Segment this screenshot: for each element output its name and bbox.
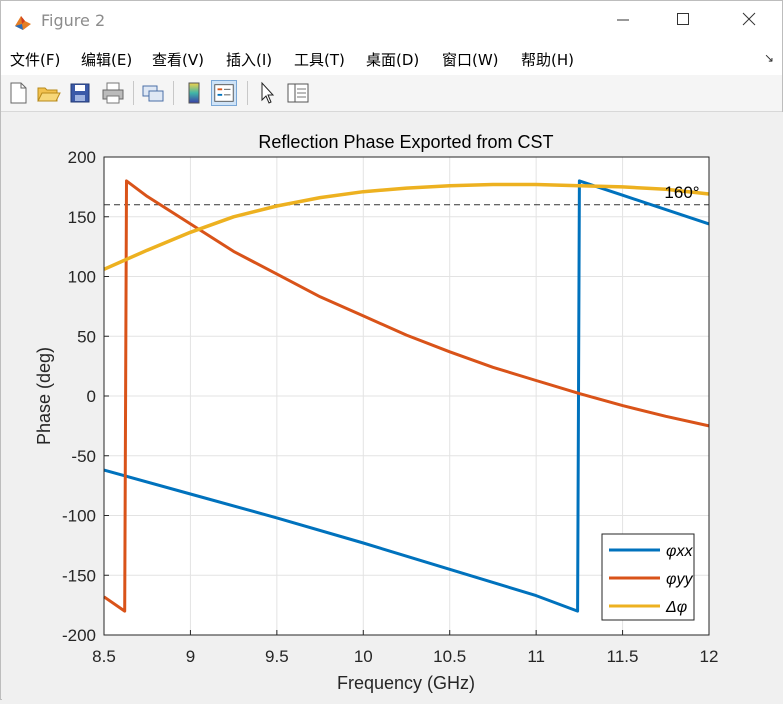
y-tick-label: -150	[62, 566, 96, 585]
menu-tools[interactable]: 工具(T)	[294, 51, 345, 69]
chart-title: Reflection Phase Exported from CST	[258, 132, 553, 152]
menu-help[interactable]: 帮助(H)	[521, 51, 574, 69]
y-tick-label: -100	[62, 507, 96, 526]
y-tick-label: 200	[68, 148, 96, 167]
menu-file[interactable]: 文件(F)	[10, 51, 61, 69]
menu-dock-arrow-icon[interactable]: ↘	[763, 51, 774, 65]
menu-edit[interactable]: 编辑(E)	[81, 51, 133, 69]
menu-window[interactable]: 窗口(W)	[442, 51, 499, 69]
y-axis-label: Phase (deg)	[34, 347, 54, 445]
y-tick-label: 100	[68, 268, 96, 287]
x-tick-label: 12	[700, 647, 719, 666]
close-button[interactable]	[729, 7, 769, 35]
series-line-1	[103, 179, 710, 613]
x-tick-label: 11.5	[607, 647, 639, 666]
toolbar-separator	[173, 81, 174, 105]
menu-desktop[interactable]: 桌面(D)	[366, 51, 420, 69]
figure-toolbar	[1, 75, 782, 112]
toolbar-separator	[133, 81, 134, 105]
annotation-160: 160°	[664, 183, 699, 202]
x-tick-labels: 8.5 9 9.5 10 10.5 11 11.5 12	[92, 647, 718, 666]
new-figure-icon[interactable]	[5, 80, 31, 106]
x-tick-label: 10	[354, 647, 373, 666]
x-tick-label: 8.5	[92, 647, 116, 666]
legend-label-1: φyy	[666, 571, 693, 588]
matlab-logo-icon	[15, 16, 31, 30]
legend-label-0: φxx	[666, 543, 693, 560]
y-tick-label: 150	[68, 208, 96, 227]
window-title: Figure 2	[41, 11, 106, 30]
link-icon[interactable]	[140, 80, 166, 106]
maximize-icon	[677, 13, 689, 25]
legend-icon[interactable]	[211, 80, 237, 106]
x-axis-label: Frequency (GHz)	[337, 673, 475, 693]
phase-chart: 8.5 9 9.5 10 10.5 11 11.5 12 200 150 100 50 0 -50 -10…	[34, 132, 718, 693]
y-tick-label: -50	[71, 447, 96, 466]
y-tick-label: -200	[62, 626, 96, 645]
x-tick-label: 11	[527, 647, 545, 666]
x-tick-label: 10.5	[433, 647, 466, 666]
y-tick-label: 0	[87, 387, 96, 406]
menu-bar: 文件(F) 编辑(E) 查看(V) 插入(I) 工具(T) 桌面(D) 窗口(W…	[1, 41, 782, 75]
minimize-button[interactable]	[603, 7, 643, 35]
series-lines	[103, 179, 710, 613]
y-tick-labels: 200 150 100 50 0 -50 -100 -150 -200	[62, 148, 96, 645]
close-icon	[742, 12, 756, 26]
legend-label-2: Δφ	[665, 599, 687, 616]
toolbar-separator	[247, 81, 248, 105]
y-tick-label: 50	[77, 327, 96, 346]
title-bar: Figure 2	[1, 1, 782, 41]
menu-view[interactable]: 查看(V)	[152, 51, 204, 69]
maximize-button[interactable]	[663, 7, 703, 35]
figure-canvas: 8.5 9 9.5 10 10.5 11 11.5 12 200 150 100 50 0 -50 -10…	[2, 112, 783, 700]
print-icon[interactable]	[100, 80, 126, 106]
series-line-2	[103, 182, 710, 271]
property-inspector-icon[interactable]	[285, 80, 311, 106]
save-icon[interactable]	[67, 80, 93, 106]
axes-box	[103, 156, 710, 636]
colorbar-icon[interactable]	[181, 80, 207, 106]
x-tick-label: 9.5	[265, 647, 289, 666]
x-tick-label: 9	[186, 647, 195, 666]
legend: φxx φyy Δφ	[601, 533, 695, 621]
open-file-icon[interactable]	[35, 80, 61, 106]
minimize-icon	[617, 19, 629, 21]
menu-insert[interactable]: 插入(I)	[226, 51, 273, 69]
pointer-icon[interactable]	[254, 80, 280, 106]
